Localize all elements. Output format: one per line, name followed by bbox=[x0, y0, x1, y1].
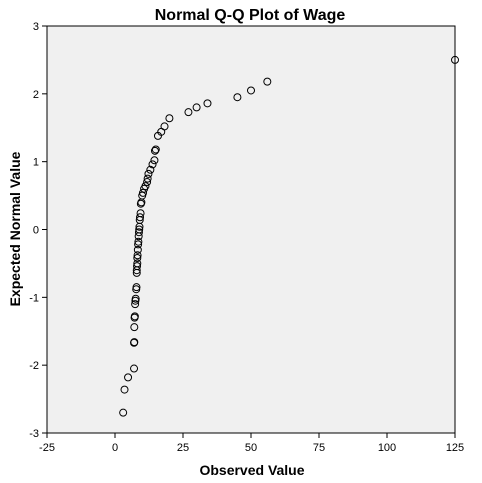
y-tick-label: 1 bbox=[33, 157, 39, 169]
y-tick-label: -2 bbox=[29, 360, 39, 372]
x-tick-label: 125 bbox=[446, 442, 464, 454]
x-tick-label: 75 bbox=[313, 442, 325, 454]
x-axis-title: Observed Value bbox=[199, 462, 304, 478]
y-axis: -3 -2 -1 0 1 2 3 bbox=[29, 21, 47, 440]
chart-title: Normal Q-Q Plot of Wage bbox=[155, 7, 346, 24]
y-tick-label: -1 bbox=[29, 292, 39, 304]
x-tick-label: 100 bbox=[378, 442, 396, 454]
y-tick-label: 2 bbox=[33, 89, 39, 101]
x-tick-label: 0 bbox=[112, 442, 118, 454]
x-tick-label: -25 bbox=[39, 442, 55, 454]
x-tick-label: 25 bbox=[177, 442, 189, 454]
y-tick-label: 0 bbox=[33, 225, 39, 237]
y-axis-title: Expected Normal Value bbox=[7, 151, 23, 306]
x-tick-label: 50 bbox=[245, 442, 257, 454]
y-tick-label: 3 bbox=[33, 21, 39, 33]
y-tick-label: -3 bbox=[29, 428, 39, 440]
x-axis: -25 0 25 50 75 100 125 bbox=[39, 433, 464, 454]
